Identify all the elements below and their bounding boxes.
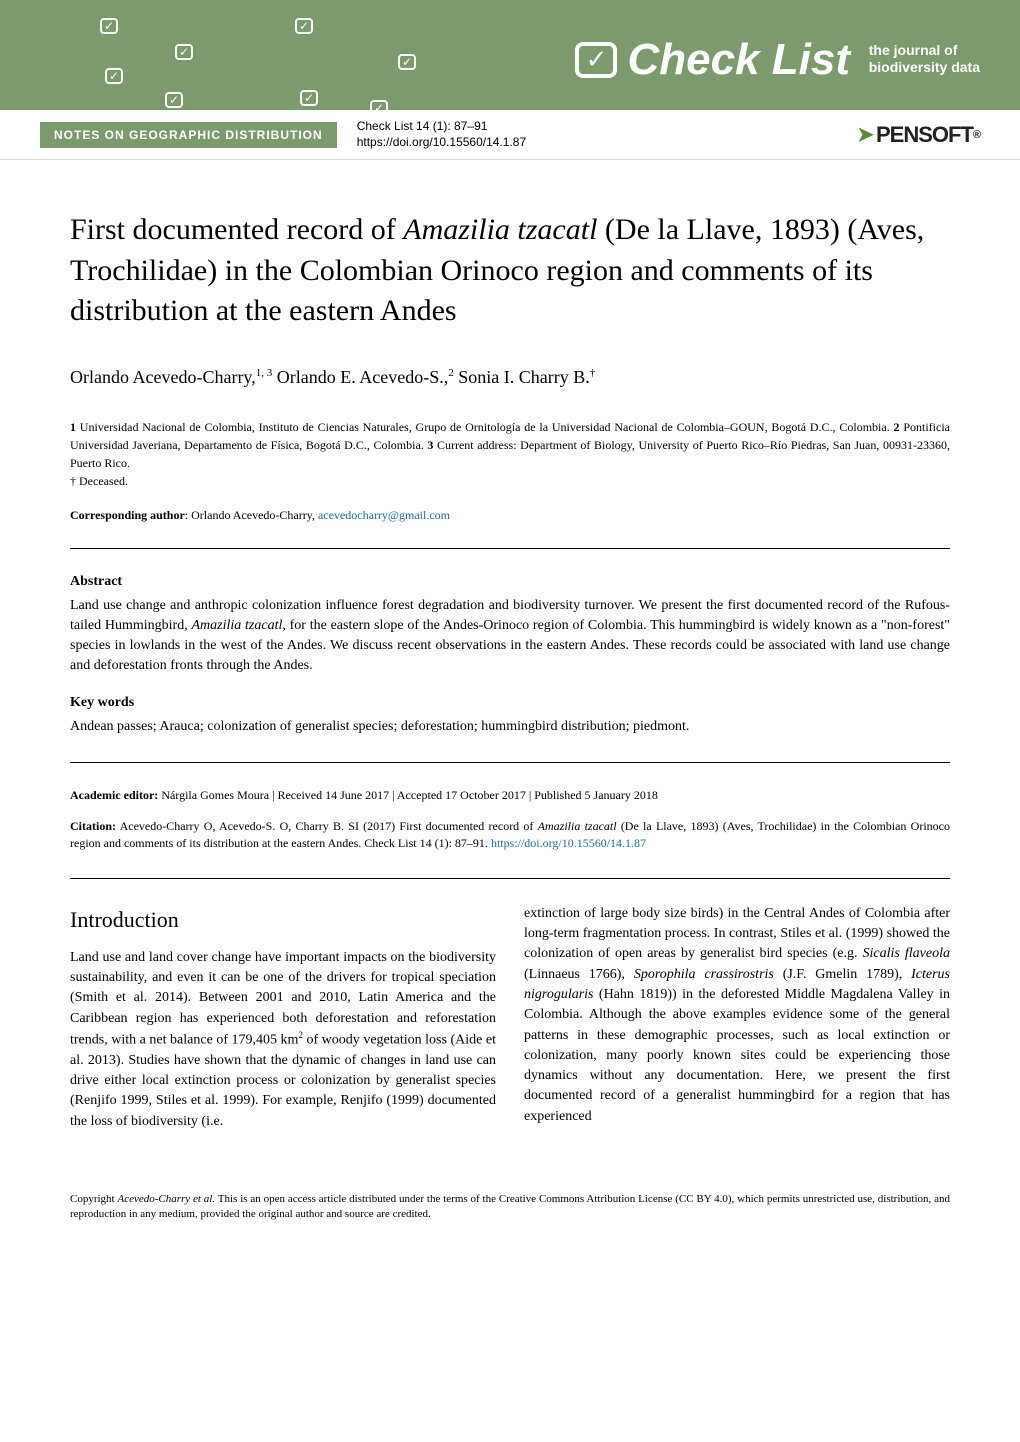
corresponding-author: Corresponding author: Orlando Acevedo-Ch… [70, 508, 950, 523]
abstract-heading: Abstract [70, 574, 950, 590]
copyright-footer: Copyright Acevedo-Charry et al. This is … [0, 1162, 1020, 1253]
introduction-heading: Introduction [70, 904, 496, 936]
divider [70, 548, 950, 549]
check-icon: ✓ [398, 54, 416, 70]
abstract-text: Land use change and anthropic colonizati… [70, 596, 950, 677]
citation-block: Citation: Acevedo-Charry O, Acevedo-S. O… [70, 818, 950, 853]
check-icon: ✓ [295, 18, 313, 34]
column-right: extinction of large body size birds) in … [524, 904, 950, 1132]
leaf-icon: ➤ [857, 122, 873, 147]
divider [70, 878, 950, 879]
section-label: NOTES ON GEOGRAPHIC DISTRIBUTION [40, 122, 337, 148]
sub-header: NOTES ON GEOGRAPHIC DISTRIBUTION Check L… [0, 110, 1020, 160]
header-banner: ✓ ✓ ✓ ✓ ✓ ✓ ✓ ✓ ✓ Check List the journal… [0, 0, 1020, 110]
editorial-info: Academic editor: Nárgila Gomes Moura | R… [70, 788, 950, 803]
introduction-section: Introduction Land use and land cover cha… [70, 904, 950, 1132]
journal-name: Check List [627, 35, 850, 85]
check-icon: ✓ [105, 68, 123, 84]
keywords-heading: Key words [70, 695, 950, 711]
journal-logo: ✓ Check List [575, 35, 850, 85]
article-title: First documented record of Amazilia tzac… [70, 210, 950, 332]
decorative-check-icons: ✓ ✓ ✓ ✓ ✓ ✓ ✓ ✓ [0, 0, 459, 110]
check-icon: ✓ [100, 18, 118, 34]
article-content: First documented record of Amazilia tzac… [0, 160, 1020, 1162]
journal-tagline: the journal of biodiversity data [869, 42, 980, 76]
check-icon: ✓ [165, 92, 183, 108]
pensoft-logo: ➤ PENSOFT® [857, 122, 980, 148]
doi-link[interactable]: https://doi.org/10.15560/14.1.87 [491, 836, 646, 850]
check-icon: ✓ [175, 44, 193, 60]
keywords-text: Andean passes; Arauca; colonization of g… [70, 717, 950, 737]
citation-info: Check List 14 (1): 87–91 https://doi.org… [357, 119, 526, 150]
email-link[interactable]: acevedocharry@gmail.com [318, 508, 450, 522]
column-left: Introduction Land use and land cover cha… [70, 904, 496, 1132]
journal-check-icon: ✓ [575, 42, 617, 78]
divider [70, 762, 950, 763]
authors: Orlando Acevedo-Charry,1, 3 Orlando E. A… [70, 367, 950, 388]
check-icon: ✓ [370, 100, 388, 110]
check-icon: ✓ [300, 90, 318, 106]
affiliations: 1 Universidad Nacional de Colombia, Inst… [70, 418, 950, 490]
